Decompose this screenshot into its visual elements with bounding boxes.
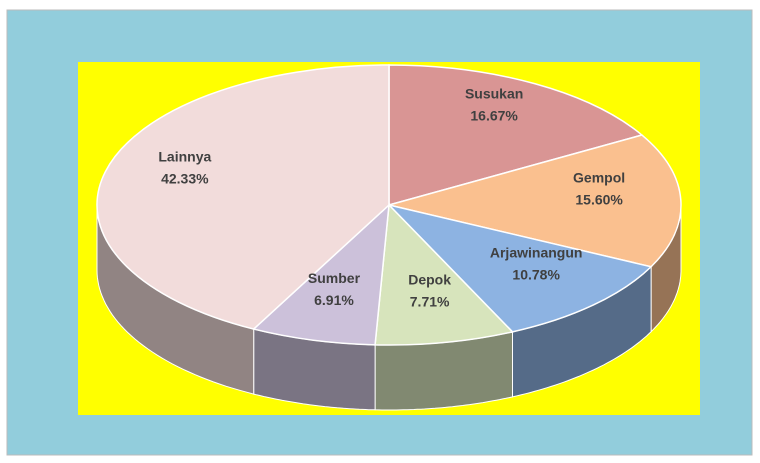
value-label: 16.67% (470, 107, 518, 123)
value-label: 15.60% (575, 191, 623, 207)
value-label: 10.78% (512, 267, 560, 283)
slice (374, 203, 514, 346)
slice-label: Susukan (465, 85, 523, 101)
value-label: 6.91% (314, 292, 354, 308)
slice-label: Depok (408, 272, 451, 288)
slice-label: Gempol (573, 169, 625, 185)
slice (388, 134, 682, 268)
value-label: 42.33% (161, 171, 209, 187)
slice-label: Arjawinangun (490, 245, 583, 261)
slice (96, 64, 390, 330)
slice-label: Sumber (308, 270, 361, 286)
slice (386, 203, 653, 333)
slice-label: Lainnya (158, 149, 211, 165)
slice (252, 203, 390, 346)
value-label: 7.71% (410, 294, 450, 310)
slice (388, 64, 644, 206)
